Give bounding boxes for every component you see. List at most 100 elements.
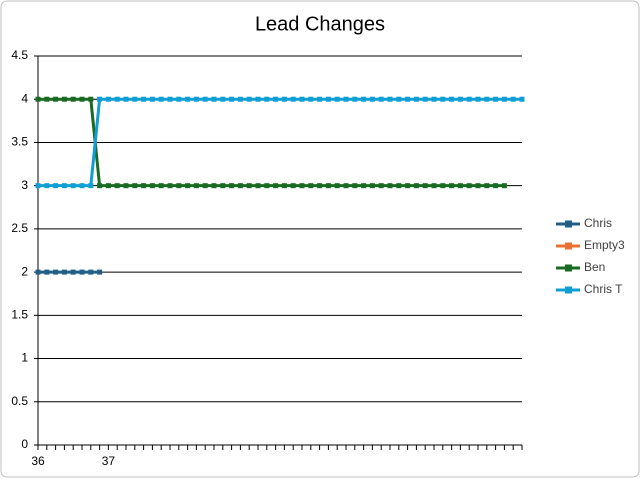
point-marker xyxy=(220,96,226,102)
point-marker xyxy=(396,96,402,102)
point-marker xyxy=(273,96,279,102)
point-marker xyxy=(79,269,85,275)
point-marker xyxy=(369,96,375,102)
point-marker xyxy=(35,269,41,275)
point-marker xyxy=(105,183,111,189)
point-marker xyxy=(202,96,208,102)
point-marker xyxy=(413,183,419,189)
legend-marker xyxy=(565,286,572,294)
point-marker xyxy=(211,183,217,189)
point-marker xyxy=(158,96,164,102)
y-tick-label: 0.5 xyxy=(11,394,28,408)
y-tick-label: 3.5 xyxy=(11,135,28,149)
point-marker xyxy=(79,183,85,189)
point-marker xyxy=(246,183,252,189)
point-marker xyxy=(158,183,164,189)
point-marker xyxy=(457,96,463,102)
point-marker xyxy=(70,269,76,275)
point-marker xyxy=(44,96,50,102)
point-marker xyxy=(475,183,481,189)
point-marker xyxy=(114,96,120,102)
y-tick-label: 4.5 xyxy=(11,48,28,62)
point-marker xyxy=(149,96,155,102)
point-marker xyxy=(290,96,296,102)
point-marker xyxy=(237,96,243,102)
point-marker xyxy=(132,96,138,102)
point-marker xyxy=(167,96,173,102)
point-marker xyxy=(97,269,103,275)
point-marker xyxy=(193,96,199,102)
point-marker xyxy=(501,183,507,189)
chart-title: Lead Changes xyxy=(255,13,385,35)
point-marker xyxy=(255,96,261,102)
point-marker xyxy=(317,183,323,189)
point-marker xyxy=(449,96,455,102)
point-marker xyxy=(334,96,340,102)
point-marker xyxy=(61,96,67,102)
point-marker xyxy=(387,183,393,189)
point-marker xyxy=(229,96,235,102)
point-marker xyxy=(264,183,270,189)
point-marker xyxy=(61,269,67,275)
point-marker xyxy=(422,96,428,102)
point-marker xyxy=(422,183,428,189)
point-marker xyxy=(325,96,331,102)
point-marker xyxy=(132,183,138,189)
point-marker xyxy=(413,96,419,102)
point-marker xyxy=(246,96,252,102)
point-marker xyxy=(361,96,367,102)
y-tick-label: 0 xyxy=(21,437,28,451)
point-marker xyxy=(273,183,279,189)
point-marker xyxy=(202,183,208,189)
point-marker xyxy=(299,96,305,102)
x-tick-label: 36 xyxy=(31,454,45,468)
legend-marker xyxy=(565,220,572,228)
point-marker xyxy=(378,183,384,189)
point-marker xyxy=(97,96,103,102)
point-marker xyxy=(369,183,375,189)
point-marker xyxy=(149,183,155,189)
point-marker xyxy=(466,96,472,102)
legend-label: Ben xyxy=(584,260,605,274)
point-marker xyxy=(299,183,305,189)
point-marker xyxy=(185,96,191,102)
legend-label: Chris T xyxy=(584,282,623,296)
point-marker xyxy=(44,183,50,189)
legend-label: Empty3 xyxy=(584,238,625,252)
point-marker xyxy=(466,183,472,189)
point-marker xyxy=(501,96,507,102)
point-marker xyxy=(440,96,446,102)
point-marker xyxy=(61,183,67,189)
point-marker xyxy=(308,183,314,189)
point-marker xyxy=(290,183,296,189)
point-marker xyxy=(281,96,287,102)
point-marker xyxy=(123,96,129,102)
point-marker xyxy=(484,96,490,102)
x-tick-label: 37 xyxy=(102,454,116,468)
point-marker xyxy=(510,96,516,102)
point-marker xyxy=(35,183,41,189)
point-marker xyxy=(431,183,437,189)
point-marker xyxy=(114,183,120,189)
point-marker xyxy=(35,96,41,102)
point-marker xyxy=(70,183,76,189)
point-marker xyxy=(88,96,94,102)
point-marker xyxy=(405,96,411,102)
point-marker xyxy=(237,183,243,189)
point-marker xyxy=(431,96,437,102)
point-marker xyxy=(493,183,499,189)
point-marker xyxy=(88,183,94,189)
point-marker xyxy=(361,183,367,189)
y-tick-label: 1.5 xyxy=(11,308,28,322)
point-marker xyxy=(405,183,411,189)
point-marker xyxy=(334,183,340,189)
point-marker xyxy=(475,96,481,102)
point-marker xyxy=(352,183,358,189)
point-marker xyxy=(167,183,173,189)
point-marker xyxy=(176,96,182,102)
point-marker xyxy=(343,183,349,189)
point-marker xyxy=(88,269,94,275)
